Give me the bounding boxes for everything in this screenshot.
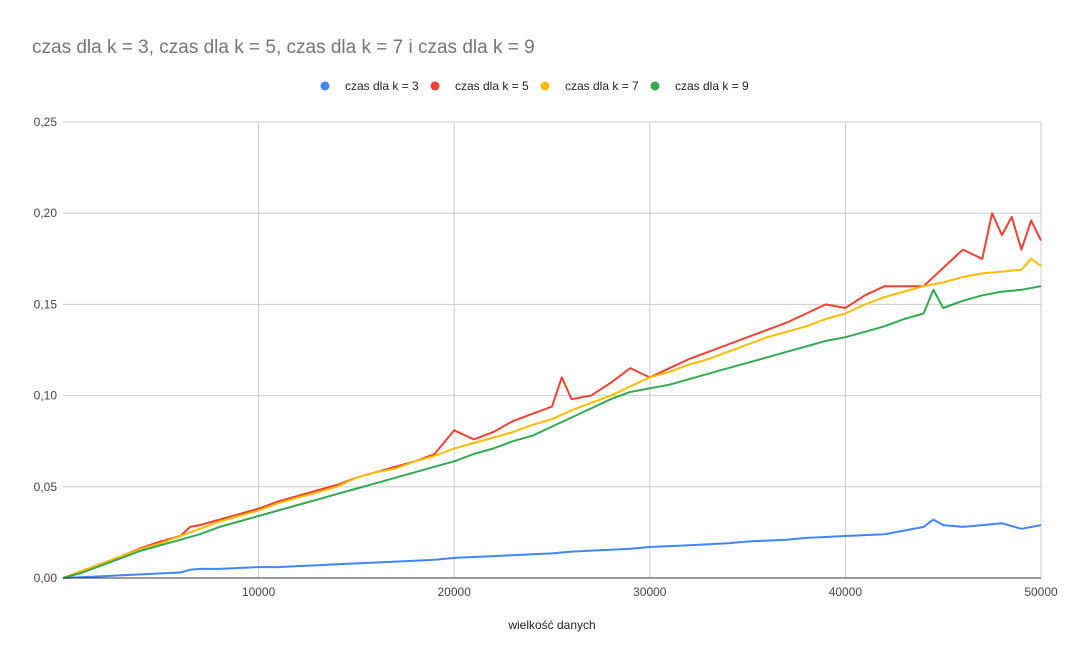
legend-marker [650,81,660,91]
legend-item: czas dla k = 5 [430,79,529,93]
grid [63,121,1042,578]
y-axis-ticks: 0,00 0,05 0,10 0,15 0,20 0,25 [34,115,58,585]
legend-label: czas dla k = 9 [675,79,749,93]
legend-label: czas dla k = 5 [455,79,529,93]
series-line-1 [62,518,1042,579]
legend-item: czas dla k = 9 [650,79,749,93]
y-tick-label: 0,15 [34,297,58,311]
y-tick-label: 0,20 [34,206,58,220]
y-tick-label: 0,10 [34,389,58,403]
series-line-3 [62,257,1042,579]
legend-marker [430,81,440,91]
legend-marker [540,81,550,91]
legend-item: czas dla k = 3 [320,79,419,93]
series-line-4 [62,285,1042,579]
legend-label: czas dla k = 3 [345,79,419,93]
legend-item: czas dla k = 7 [540,79,639,93]
legend: czas dla k = 3 czas dla k = 5 czas dla k =… [320,79,749,93]
x-axis-ticks: 10000 20000 30000 40000 50000 [242,585,1058,599]
y-tick-label: 0,05 [34,480,58,494]
y-tick-label: 0,25 [34,115,58,129]
x-tick-label: 40000 [829,585,863,599]
y-tick-label: 0,00 [34,571,58,585]
chart-title: czas dla k = 3, czas dla k = 5, czas dla… [32,37,535,58]
x-tick-label: 10000 [242,585,276,599]
legend-marker [320,81,330,91]
series-lines [62,212,1042,579]
x-tick-label: 30000 [633,585,667,599]
x-axis-label: wielkość danych [507,618,595,632]
legend-label: czas dla k = 7 [565,79,639,93]
x-tick-label: 50000 [1024,585,1058,599]
x-tick-label: 20000 [438,585,472,599]
